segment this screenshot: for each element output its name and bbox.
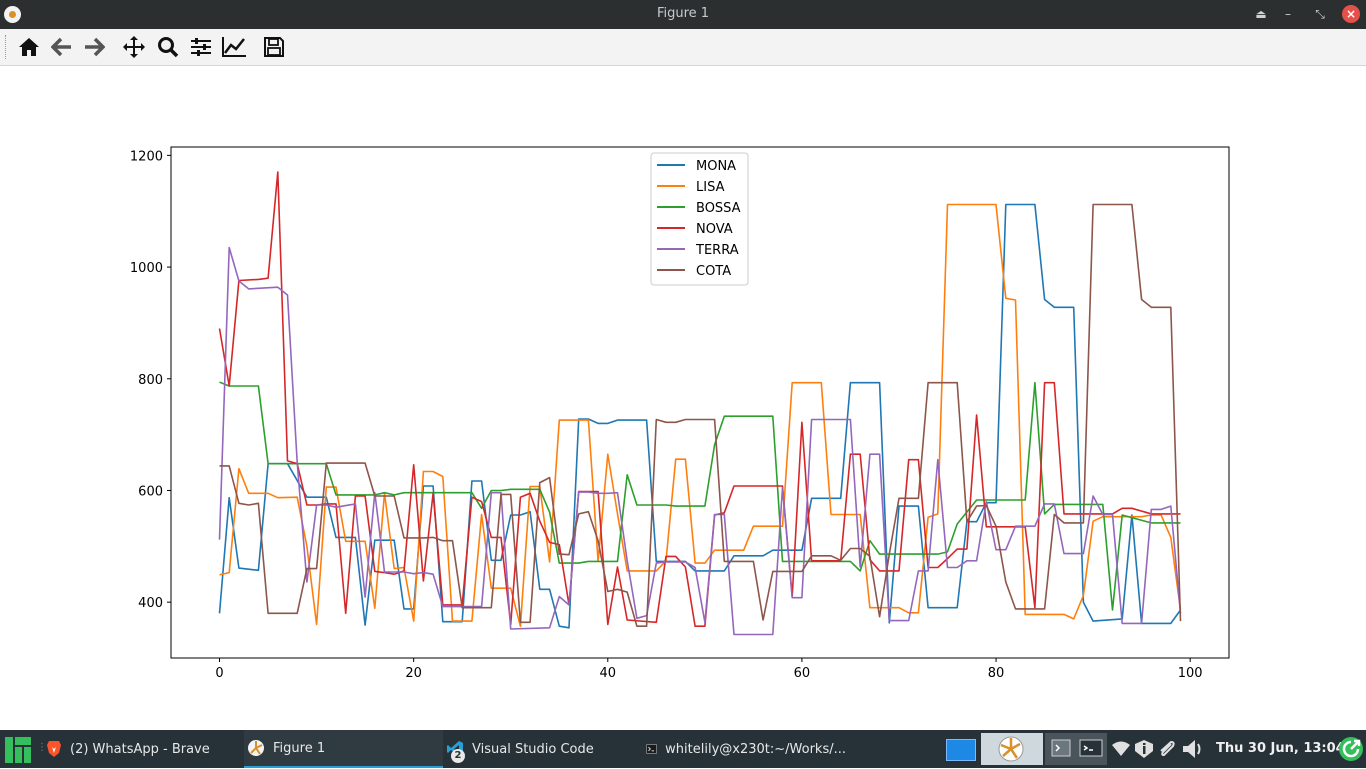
desktop-pager-2[interactable] <box>981 733 1043 765</box>
logout-icon[interactable] <box>1338 736 1364 762</box>
info-icon[interactable] <box>1133 738 1155 760</box>
zoom-icon <box>158 37 179 58</box>
subplots-icon <box>191 38 211 56</box>
legend-label: TERRA <box>695 243 739 258</box>
vscode-icon: 2 <box>446 740 465 763</box>
y-tick-label: 800 <box>138 373 163 388</box>
legend-label: NOVA <box>696 222 733 237</box>
volume-icon[interactable] <box>1181 738 1203 760</box>
terminal-window-icon <box>1079 739 1103 757</box>
navigation-toolbar <box>0 29 1366 66</box>
legend-label: BOSSA <box>696 201 741 216</box>
series-line-cota <box>219 203 1182 627</box>
legend-label: COTA <box>696 264 731 279</box>
matplotlib-icon <box>248 740 264 756</box>
axes-frame <box>170 146 1230 659</box>
x-tick-label: 40 <box>600 666 617 681</box>
legend-label: LISA <box>696 180 725 195</box>
forward-arrow-icon <box>85 37 105 57</box>
wifi-icon[interactable] <box>1110 738 1132 760</box>
series-line-bossa <box>219 381 1181 611</box>
edit-axis-icon <box>222 37 246 57</box>
window-titlebar: Figure 1 ⏏ – ⤡ × <box>0 0 1366 29</box>
legend-label: MONA <box>696 159 736 174</box>
desktop-pager-1[interactable] <box>946 739 976 761</box>
y-tick-label: 400 <box>138 596 163 611</box>
desktop-pager-3[interactable] <box>1045 733 1107 765</box>
y-tick-label: 1000 <box>130 261 163 276</box>
x-tick-label: 80 <box>988 666 1005 681</box>
home-button[interactable] <box>14 32 44 62</box>
app-icon <box>4 6 21 23</box>
save-icon <box>264 37 284 57</box>
home-icon <box>19 38 39 56</box>
notification-badge: 2 <box>451 749 465 763</box>
task-label: (2) WhatsApp - Brave <box>70 741 210 757</box>
task-figure-1[interactable]: Figure 1 <box>244 730 443 768</box>
terminal-window-icon <box>1051 739 1071 757</box>
y-tick-label: 1200 <box>130 149 163 164</box>
pan-button[interactable] <box>119 32 149 62</box>
clock[interactable]: Thu 30 Jun, 13:04 <box>1216 741 1345 756</box>
edit-axis-button[interactable] <box>219 32 249 62</box>
task-label: Figure 1 <box>273 740 326 756</box>
pan-icon <box>123 36 145 58</box>
x-tick-label: 60 <box>794 666 811 681</box>
matplotlib-icon <box>998 736 1024 762</box>
series-line-terra <box>218 246 1182 636</box>
app-menu-button[interactable] <box>3 735 33 765</box>
figure-canvas[interactable]: 0 20 40 60 80 100 400 600 800 1000 1200 MONA LISA BOS… <box>0 66 1366 730</box>
series-line-lisa <box>219 203 1182 627</box>
taskbar-separator: ⋮ <box>37 742 47 753</box>
series-line-nova <box>218 171 1181 627</box>
toolbar-grip <box>5 35 8 59</box>
x-tick-label: 0 <box>215 666 223 681</box>
forward-button[interactable] <box>79 32 109 62</box>
subplots-button[interactable] <box>186 32 216 62</box>
manjaro-logo-icon <box>5 737 31 763</box>
zoom-button[interactable] <box>153 32 183 62</box>
window-title: Figure 1 <box>656 6 710 21</box>
window-minimize-button[interactable]: – <box>1285 7 1291 21</box>
brave-icon <box>47 741 61 757</box>
window-shade-button[interactable]: ⏏ <box>1255 7 1267 21</box>
back-arrow-icon <box>51 37 71 57</box>
window-maximize-button[interactable]: ⤡ <box>1315 7 1325 21</box>
task-terminal[interactable]: whitelily@x230t:~/Works/... <box>646 730 846 768</box>
y-tick-label: 600 <box>138 484 163 499</box>
task-brave[interactable]: (2) WhatsApp - Brave <box>46 730 242 768</box>
line-chart: 0 20 40 60 80 100 400 600 800 1000 1200 MONA LISA BOS… <box>130 146 1230 681</box>
window-close-button[interactable]: × <box>1342 5 1360 23</box>
save-button[interactable] <box>259 32 289 62</box>
taskbar: ⋮ (2) WhatsApp - Brave Figure 1 2 Visual… <box>0 730 1366 768</box>
terminal-icon <box>646 744 657 754</box>
task-label: Visual Studio Code <box>472 741 594 757</box>
task-label: whitelily@x230t:~/Works/... <box>665 741 846 757</box>
back-button[interactable] <box>47 32 77 62</box>
x-tick-label: 100 <box>1178 666 1203 681</box>
paperclip-icon[interactable] <box>1156 738 1178 760</box>
x-tick-label: 20 <box>405 666 422 681</box>
task-vscode[interactable]: 2 Visual Studio Code <box>446 730 642 768</box>
